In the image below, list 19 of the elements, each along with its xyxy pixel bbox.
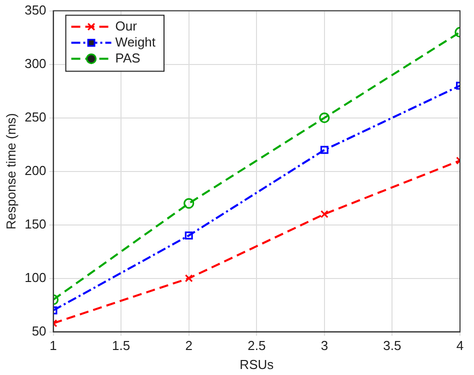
x-tick-label: 4 xyxy=(456,338,464,354)
x-tick-label: 1.5 xyxy=(112,338,130,354)
y-tick-label: 50 xyxy=(32,323,46,338)
x-tick-label: 2 xyxy=(185,338,192,354)
y-axis-title: Response time (ms) xyxy=(3,113,18,230)
x-tick-label: 3.5 xyxy=(383,338,402,354)
x-tick-label: 1 xyxy=(50,338,57,354)
legend-label: PAS xyxy=(115,50,141,66)
y-tick-label: 200 xyxy=(24,162,46,178)
x-tick-label: 2.5 xyxy=(248,338,266,354)
x-axis-title: RSUs xyxy=(240,356,274,372)
legend-label: Weight xyxy=(115,34,156,50)
y-tick-label: 300 xyxy=(24,56,46,71)
y-tick-label: 350 xyxy=(24,2,46,18)
y-tick-label: 100 xyxy=(24,270,46,285)
x-tick-label: 3 xyxy=(320,338,328,354)
legend-label: Our xyxy=(115,18,138,34)
y-tick-label: 250 xyxy=(24,109,46,124)
y-tick-label: 150 xyxy=(24,216,46,232)
